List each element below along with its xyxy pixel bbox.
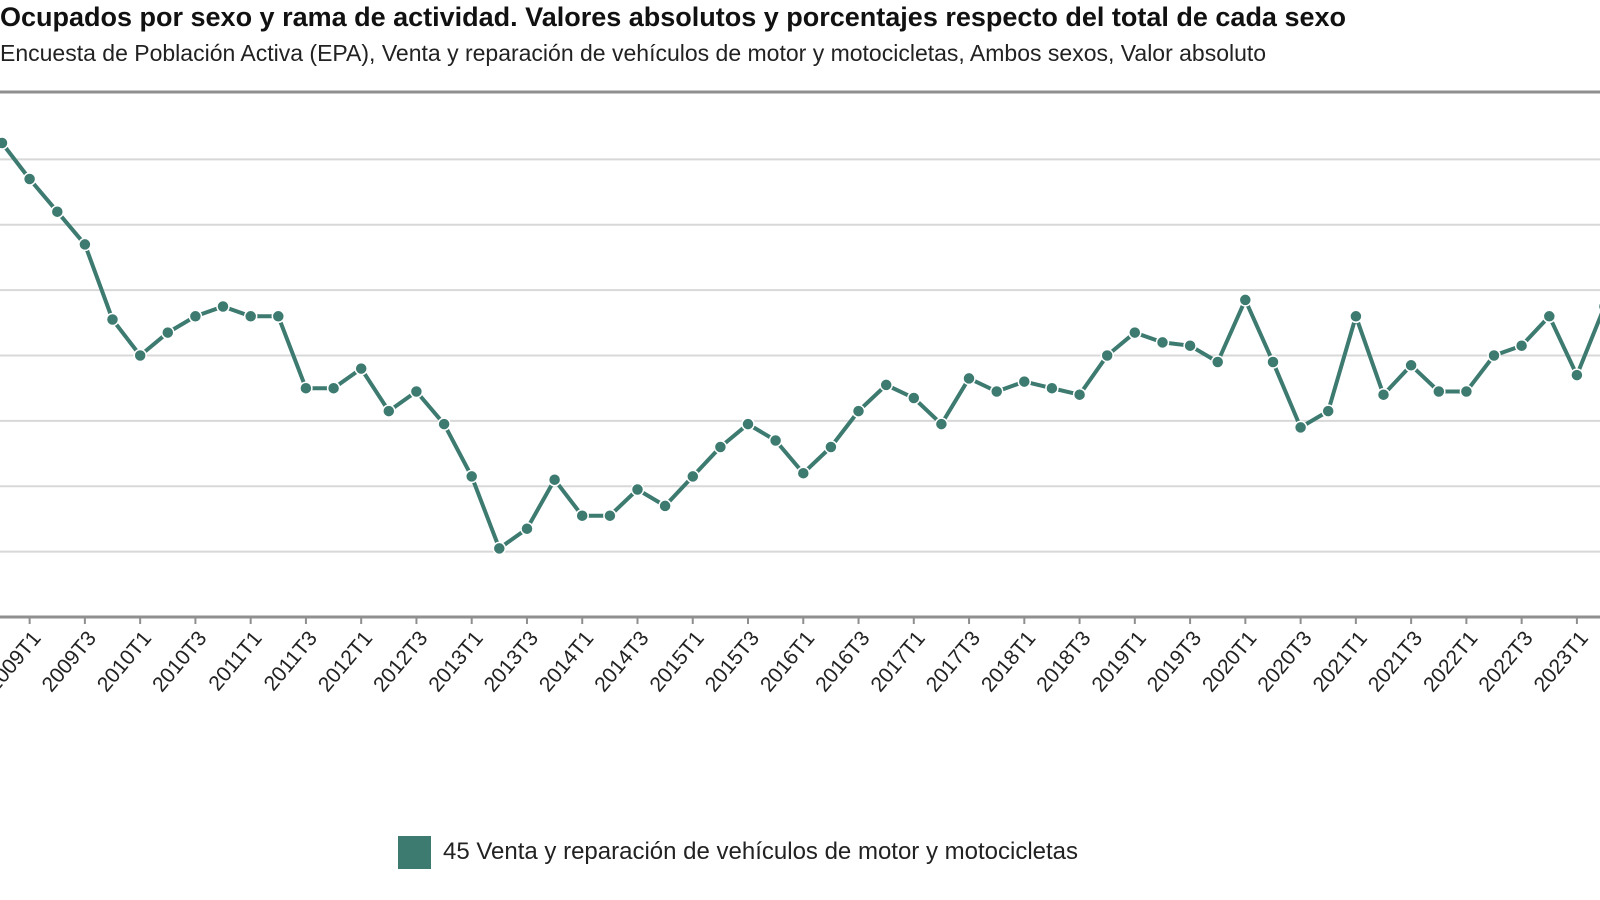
- x-tick-labels: 2009T12009T32010T12010T32011T12011T32012…: [0, 617, 1593, 696]
- data-point: [658, 499, 672, 513]
- data-point: [962, 371, 976, 386]
- x-tick-label: 2009T1: [0, 627, 46, 696]
- data-point: [603, 508, 617, 523]
- data-point: [161, 325, 175, 340]
- data-point: [326, 381, 341, 395]
- x-tick-label: 2021T3: [1364, 627, 1427, 696]
- data-point: [0, 136, 9, 150]
- data-point: [934, 417, 949, 431]
- legend-label: 45 Venta y reparación de vehículos de mo…: [443, 838, 1079, 865]
- data-point: [824, 440, 838, 454]
- data-point: [216, 299, 230, 314]
- data-point: [382, 404, 396, 418]
- x-tick-label: 2012T1: [314, 627, 377, 696]
- data-point: [547, 472, 562, 487]
- data-point: [1514, 338, 1529, 353]
- data-point: [1432, 384, 1446, 399]
- legend: 45 Venta y reparación de vehículos de mo…: [398, 835, 1078, 869]
- data-point: [1072, 387, 1087, 402]
- line-chart: 2009T12009T32010T12010T32011T12011T32012…: [0, 90, 1600, 696]
- data-point: [879, 378, 893, 392]
- data-point: [1349, 309, 1363, 324]
- x-tick-label: 2020T3: [1253, 627, 1316, 696]
- x-tick-label: 2010T1: [93, 627, 156, 696]
- data-point: [851, 404, 866, 418]
- x-tick-label: 2013T1: [424, 627, 487, 696]
- chart-title: Ocupados por sexo y rama de actividad. V…: [0, 2, 1346, 32]
- data-point: [1238, 293, 1253, 307]
- x-tick-label: 2011T1: [204, 627, 266, 695]
- legend-swatch: [398, 835, 431, 869]
- data-point: [409, 384, 424, 399]
- data-point: [1128, 325, 1142, 340]
- data-point: [630, 482, 645, 497]
- x-tick-label: 2019T3: [1143, 627, 1206, 696]
- data-point: [22, 172, 37, 186]
- data-point: [1100, 348, 1114, 363]
- chart-subtitle: Encuesta de Población Activa (EPA), Vent…: [0, 40, 1267, 66]
- data-point: [437, 417, 451, 431]
- data-point: [50, 204, 65, 219]
- data-point: [271, 309, 286, 324]
- x-tick-label: 2023T1: [1530, 627, 1593, 696]
- data-point: [464, 469, 479, 484]
- data-point: [1183, 338, 1197, 353]
- data-point: [299, 381, 313, 395]
- data-point: [796, 466, 811, 480]
- data-point: [1017, 374, 1032, 389]
- x-tick-label: 2015T1: [645, 627, 708, 696]
- data-point: [520, 521, 534, 536]
- data-point: [243, 309, 258, 324]
- data-point: [1210, 355, 1225, 369]
- x-tick-label: 2021T1: [1309, 627, 1372, 696]
- x-tick-label: 2019T1: [1088, 627, 1151, 696]
- data-point: [133, 348, 147, 363]
- data-point: [492, 541, 507, 556]
- data-point: [1570, 368, 1584, 382]
- data-point: [78, 237, 92, 252]
- data-point: [768, 433, 783, 448]
- x-tick-label: 2009T3: [38, 627, 101, 696]
- data-point: [105, 312, 120, 327]
- data-point: [1321, 404, 1335, 418]
- x-tick-label: 2017T3: [922, 627, 985, 696]
- x-tick-label: 2016T3: [811, 627, 874, 696]
- data-point: [1155, 335, 1170, 350]
- series-line: [0, 141, 1600, 551]
- x-tick-label: 2014T1: [535, 627, 598, 696]
- data-point: [1487, 348, 1501, 363]
- data-point: [686, 469, 700, 484]
- data-point: [1045, 381, 1059, 395]
- x-tick-label: 2013T3: [480, 627, 543, 696]
- data-point: [188, 309, 203, 324]
- x-tick-label: 2012T3: [369, 627, 432, 696]
- x-tick-label: 2017T1: [866, 627, 929, 696]
- data-point: [1404, 358, 1418, 373]
- series-group: [0, 136, 1600, 556]
- data-point: [1459, 384, 1474, 399]
- x-tick-label: 2016T1: [756, 627, 819, 696]
- x-tick-label: 2014T3: [590, 627, 653, 696]
- x-tick-label: 2018T1: [977, 627, 1040, 696]
- grid-lines: [0, 158, 1600, 553]
- data-point: [989, 384, 1004, 399]
- data-point: [741, 417, 755, 431]
- x-tick-label: 2022T1: [1419, 627, 1482, 696]
- data-point: [1266, 355, 1280, 369]
- data-point: [713, 440, 728, 454]
- axes: [0, 90, 1600, 619]
- x-tick-label: 2020T1: [1198, 627, 1261, 696]
- x-tick-label: 2010T3: [148, 627, 211, 696]
- x-tick-label: 2018T3: [1032, 627, 1095, 696]
- data-point: [354, 361, 368, 376]
- x-tick-label: 2022T3: [1474, 627, 1537, 696]
- x-tick-label: 2011T3: [260, 627, 322, 695]
- data-point: [1542, 309, 1557, 324]
- data-point: [575, 508, 589, 523]
- data-point: [1293, 420, 1308, 435]
- data-point: [1376, 387, 1391, 402]
- data-point: [907, 391, 921, 405]
- x-tick-label: 2015T3: [701, 627, 764, 696]
